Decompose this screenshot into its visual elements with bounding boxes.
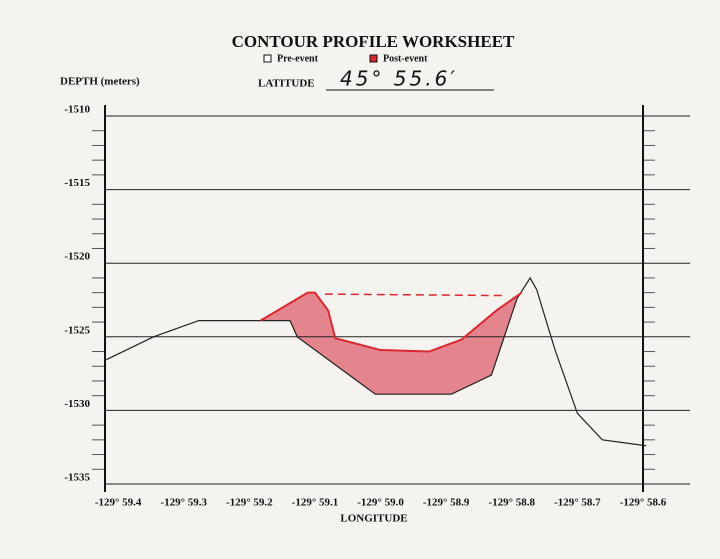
x-tick-label: -129° 58.7: [554, 497, 601, 509]
legend-swatch: [263, 54, 272, 63]
legend-swatch: [369, 54, 378, 63]
y-tick-label: -1510: [64, 104, 90, 116]
latitude-value: 45° 55.6′: [340, 67, 458, 91]
post-event-fill: [260, 292, 522, 395]
y-axis-label: DEPTH (meters): [60, 76, 140, 88]
legend-label: Post-event: [383, 53, 428, 64]
x-tick-label: -129° 58.9: [423, 497, 470, 509]
x-axis-label: LONGITUDE: [340, 513, 407, 525]
y-tick-label: -1530: [64, 398, 90, 410]
y-tick-label: -1520: [64, 251, 90, 263]
legend-label: Pre-event: [277, 53, 319, 64]
x-tick-label: -129° 59.2: [226, 497, 273, 509]
x-tick-label: -129° 59.1: [292, 497, 339, 509]
dashed-line: [324, 293, 507, 297]
y-tick-label: -1535: [64, 472, 90, 484]
chart-title: CONTOUR PROFILE WORKSHEET: [232, 32, 515, 51]
y-tick-label: -1515: [64, 177, 90, 189]
x-tick-label: -129° 59.0: [357, 497, 404, 509]
x-tick-label: -129° 59.4: [95, 497, 142, 509]
profile-line: [104, 276, 647, 447]
profile-line: [259, 291, 523, 353]
x-tick-label: -129° 58.6: [620, 497, 667, 509]
x-tick-label: -129° 59.3: [160, 497, 207, 509]
y-tick-label: -1525: [64, 324, 90, 336]
x-tick-label: -129° 58.8: [488, 497, 535, 509]
latitude-label: LATITUDE: [258, 78, 315, 90]
